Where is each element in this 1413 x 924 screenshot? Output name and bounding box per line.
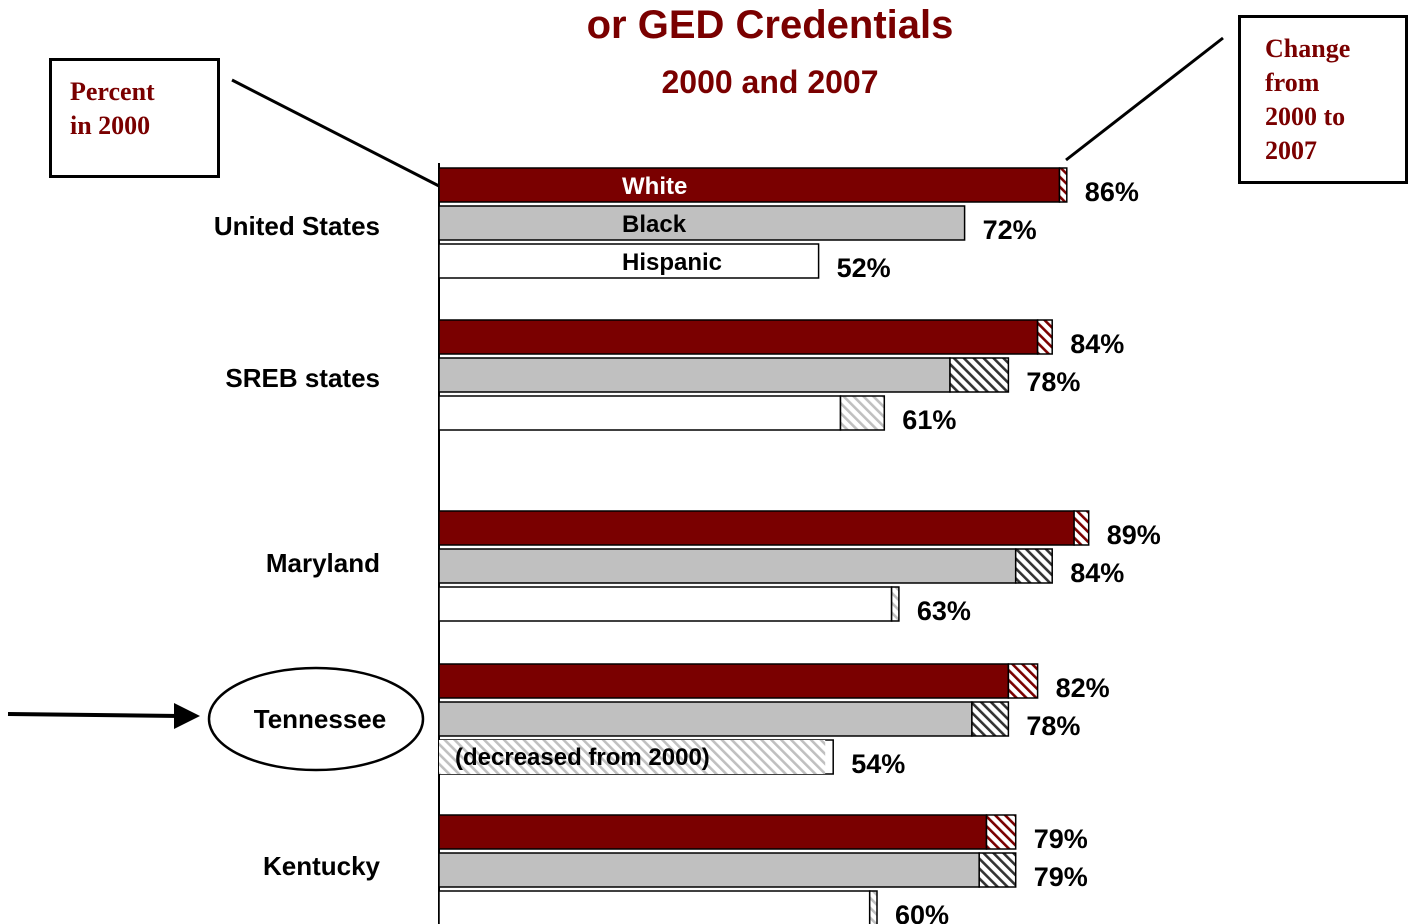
value-label-tennessee-white: 82% [1056,673,1110,703]
bar-change-sreb-states-hispanic [839,395,886,431]
callout-left-line-1: Percent [70,77,155,106]
bar-change-maryland-white [1073,510,1090,546]
value-label-sreb-states-black: 78% [1026,367,1080,397]
callout-left-leader [231,78,440,188]
bar-change-tennessee-white [1007,663,1039,699]
bar-2000-maryland-white [438,510,1075,546]
bar-2000-united-states-white [438,167,1061,203]
category-label-tennessee: Tennessee [254,704,386,734]
bar-2000-maryland-hispanic [438,586,893,622]
bar-change-tennessee-black [971,701,1010,737]
callout-right-line-4: 2007 [1265,136,1317,165]
category-label-sreb-states: SREB states [225,363,380,393]
bar-decrease-tennessee-hispanic [439,740,826,774]
chart-subtitle: 2000 and 2007 [661,64,879,100]
bar-change-kentucky-hispanic [868,890,878,924]
bar-change-maryland-black [1014,548,1053,584]
category-label-kentucky: Kentucky [263,851,381,881]
bar-2000-united-states-black [438,205,966,241]
legend-label-black: Black [622,211,687,238]
legend-label-white: White [622,173,687,200]
bar-change-kentucky-black [978,852,1017,888]
value-label-sreb-states-hispanic: 61% [902,405,956,435]
bar-2000-kentucky-hispanic [438,890,871,924]
value-label-kentucky-black: 79% [1034,862,1088,892]
bar-2000-sreb-states-hispanic [438,395,842,431]
highlight-arrow-head [174,703,200,729]
value-label-united-states-black: 72% [983,215,1037,245]
callout-percent-2000: Percent in 2000 [49,58,220,178]
callout-change: Change from 2000 to 2007 [1238,15,1408,184]
value-label-kentucky-white: 79% [1034,824,1088,854]
value-label-sreb-states-white: 84% [1070,329,1124,359]
bar-2000-kentucky-white [438,814,988,850]
value-label-united-states-hispanic: 52% [837,253,891,283]
callout-right-line-3: 2000 to [1265,102,1346,131]
value-label-maryland-white: 89% [1107,520,1161,550]
value-label-maryland-hispanic: 63% [917,596,971,626]
callout-right-line-1: Change [1265,34,1351,63]
bar-2000-tennessee-black [438,701,973,737]
value-label-tennessee-hispanic: 54% [851,749,905,779]
highlight-arrow-shaft [7,712,181,718]
callout-left-line-2: in 2000 [70,111,151,140]
bar-2000-sreb-states-black [438,357,951,393]
bar-2000-kentucky-black [438,852,980,888]
value-label-tennessee-black: 78% [1026,711,1080,741]
chart-title: or GED Credentials [586,3,954,47]
bar-change-united-states-white [1058,167,1068,203]
callout-right-leader [1065,36,1224,162]
bar-2000-tennessee-white [438,663,1010,699]
bar-change-sreb-states-black [949,357,1010,393]
category-label-maryland: Maryland [266,548,380,578]
bar-2000-sreb-states-white [438,319,1039,355]
annotation-decreased: (decreased from 2000) [455,744,710,771]
value-label-maryland-black: 84% [1070,558,1124,588]
bar-change-kentucky-white [985,814,1017,850]
bar-2000-united-states-hispanic [438,243,820,279]
bar-2000-maryland-black [438,548,1017,584]
bar-change-sreb-states-white [1036,319,1053,355]
category-label-united-states: United States [214,211,380,241]
highlight-ellipse [207,666,425,772]
callout-right-line-2: from [1265,68,1320,97]
value-label-kentucky-hispanic: 60% [895,900,949,924]
bar-change-maryland-hispanic [890,586,900,622]
value-label-united-states-white: 86% [1085,177,1139,207]
legend-label-hispanic: Hispanic [622,249,722,276]
